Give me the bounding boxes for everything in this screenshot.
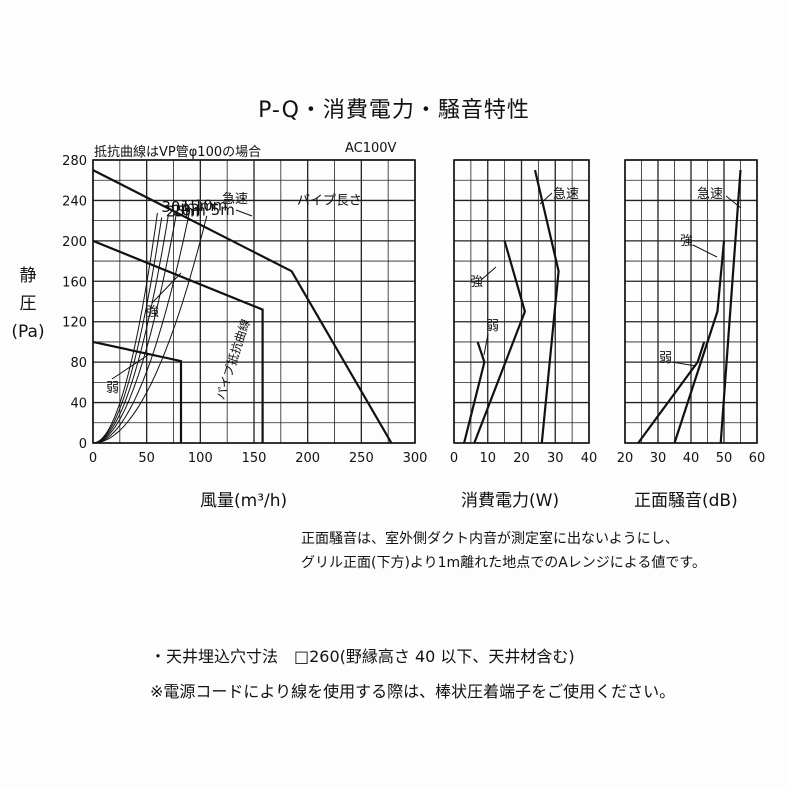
y-axis-label: 静 圧 (Pa)	[4, 262, 52, 346]
noise-series-急速	[719, 170, 742, 444]
noise-x-tick-label: 20	[617, 451, 634, 466]
x-axis-label-airflow: 風量(m³/h)	[200, 491, 288, 511]
series-label: 急速	[553, 187, 579, 202]
series-label: 弱	[486, 319, 499, 334]
power-x-tick-label: 10	[479, 451, 496, 466]
pq-x-tick-label: 250	[349, 451, 374, 466]
series-label-leader	[483, 333, 489, 356]
noise-frame	[624, 159, 758, 444]
voltage-note: AC100V	[345, 141, 397, 156]
noise-x-tick-label: 40	[683, 451, 700, 466]
footnote-line-1: 正面騒音は、室外側ダクト内音が測定室に出ないようにし、	[301, 531, 679, 547]
resistance-note: 抵抗曲線はVP管φ100の場合	[94, 145, 262, 160]
x-axis-label-noise: 正面騒音(dB)	[634, 491, 738, 511]
resistance-curve-label-5m: 5m	[211, 201, 235, 219]
footnote-line-2: グリル正面(下方)より1m離れた地点でのAレンジによる値です。	[301, 555, 706, 571]
x-axis-label-power: 消費電力(W)	[461, 491, 560, 511]
y-axis-label-line-1: 静	[19, 266, 37, 286]
power-x-tick-label: 40	[581, 451, 598, 466]
pq-y-tick-label: 40	[70, 397, 87, 412]
power-frame	[453, 159, 590, 444]
pq-y-tick-label: 120	[62, 316, 87, 331]
resistance-curve-20m	[92, 216, 169, 444]
spec-ceiling-opening: ・天井埋込穴寸法 □260(野縁高さ 40 以下、天井材含む)	[150, 647, 575, 666]
pq-x-tick-label: 0	[89, 451, 97, 466]
y-axis-label-line-2: 圧	[19, 294, 37, 314]
resistance-curve-label-25m: 25m	[166, 202, 200, 220]
pq-x-tick-label: 100	[188, 451, 213, 466]
series-label: 強	[146, 305, 159, 320]
pq-y-tick-label: 0	[79, 437, 87, 452]
power-series-急速	[533, 169, 560, 444]
series-label: 急速	[697, 187, 723, 202]
pq-y-tick-label: 240	[62, 194, 87, 209]
series-label: 急速	[222, 192, 248, 207]
resistance-curve-label-15m: 15m	[181, 197, 215, 215]
power-x-tick-label: 0	[450, 451, 458, 466]
series-label-leader	[725, 195, 742, 209]
resistance-curve-label-10m: 10m	[194, 196, 228, 214]
power-series-強	[473, 240, 527, 444]
resistance-curve-25m	[92, 217, 163, 444]
series-label: 強	[470, 275, 483, 290]
noise-x-tick-label: 30	[650, 451, 667, 466]
pq-x-tick-label: 150	[242, 451, 267, 466]
pq-y-tick-label: 160	[62, 275, 87, 290]
noise-x-tick-label: 50	[716, 451, 733, 466]
pq-x-tick-label: 200	[295, 451, 320, 466]
series-label: 強	[680, 234, 693, 249]
pq-frame	[92, 159, 416, 444]
pq-series-急速	[92, 169, 393, 444]
chart-title: P-Q・消費電力・騒音特性	[258, 98, 530, 123]
pq-y-tick-label: 200	[62, 235, 87, 250]
series-label-leader	[480, 266, 497, 281]
pq-x-tick-label: 50	[138, 451, 155, 466]
spec-terminal-note: ※電源コードにより線を使用する際は、棒状圧着端子をご使用ください。	[150, 682, 676, 701]
resistance-curve-10m	[92, 211, 191, 444]
power-x-tick-label: 30	[547, 451, 564, 466]
series-label-leader	[111, 354, 149, 380]
resistance-curve-30m	[92, 212, 158, 444]
resistance-curve-label-30m: 30m	[161, 198, 195, 216]
series-label: 弱	[106, 381, 119, 396]
noise-x-tick-label: 60	[749, 451, 766, 466]
series-label-leader	[151, 272, 182, 304]
pq-x-tick-label: 300	[403, 451, 428, 466]
resistance-header-label: パイプ長さ	[297, 193, 362, 208]
series-label-leader	[235, 209, 253, 217]
noise-series-弱	[637, 341, 706, 444]
pipe-resistance-label: パイプ抵抗曲線	[213, 317, 253, 402]
series-label: 弱	[659, 351, 672, 366]
y-axis-label-line-3: (Pa)	[11, 322, 45, 342]
pq-y-tick-label: 80	[70, 356, 87, 371]
pq-y-tick-label: 280	[62, 154, 87, 169]
series-label-leader	[539, 192, 553, 205]
series-label-leader	[671, 361, 697, 367]
pq-series-弱	[92, 340, 183, 443]
resistance-curve-15m	[92, 211, 178, 444]
power-x-tick-label: 20	[513, 451, 530, 466]
pq-series-強	[92, 239, 264, 443]
noise-series-強	[673, 240, 726, 444]
resistance-curve-5m	[92, 215, 208, 444]
series-label-leader	[692, 244, 718, 258]
power-series-弱	[463, 341, 486, 444]
